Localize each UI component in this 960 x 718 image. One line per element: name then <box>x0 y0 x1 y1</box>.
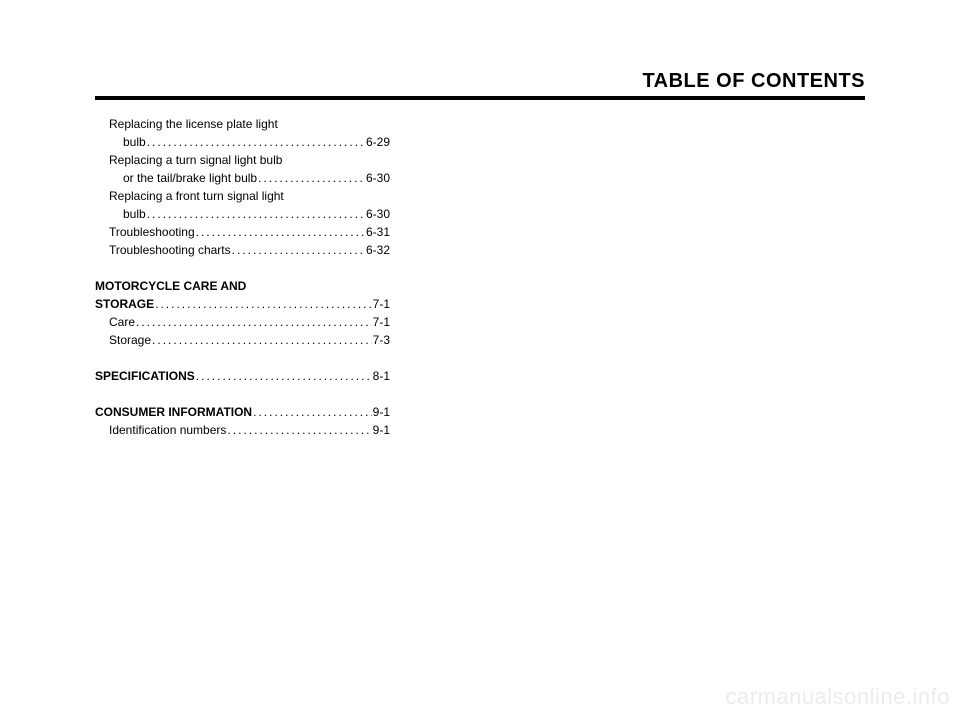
section-gap <box>95 259 390 277</box>
toc-label: Troubleshooting charts <box>109 241 231 259</box>
toc-page: 6-30 <box>366 169 390 187</box>
toc-entry: STORAGE 7-1 <box>95 295 390 313</box>
page-container: TABLE OF CONTENTS Replacing the license … <box>0 0 960 439</box>
toc-label: CONSUMER INFORMATION <box>95 403 252 421</box>
toc-leader-dots <box>152 331 372 349</box>
toc-leader-dots <box>196 223 365 241</box>
toc-entry: Storage 7-3 <box>95 331 390 349</box>
toc-label: Care <box>109 313 135 331</box>
toc-label: SPECIFICATIONS <box>95 367 195 385</box>
toc-entry: MOTORCYCLE CARE AND <box>95 277 390 295</box>
toc-leader-dots <box>155 295 372 313</box>
toc-label: Identification numbers <box>109 421 226 439</box>
toc-page: 6-29 <box>366 133 390 151</box>
toc-page: 9-1 <box>373 403 390 421</box>
toc-leader-dots <box>227 421 371 439</box>
page-title: TABLE OF CONTENTS <box>95 70 865 93</box>
toc-page: 8-1 <box>373 367 390 385</box>
toc-page: 7-3 <box>373 331 390 349</box>
toc-entry: Replacing the license plate light <box>95 115 390 133</box>
toc-page: 7-1 <box>373 295 390 313</box>
toc-entry: CONSUMER INFORMATION 9-1 <box>95 403 390 421</box>
toc-leader-dots <box>147 205 365 223</box>
toc-entry: Troubleshooting charts 6-32 <box>95 241 390 259</box>
toc-leader-dots <box>253 403 372 421</box>
toc-entry: Care 7-1 <box>95 313 390 331</box>
section-gap <box>95 349 390 367</box>
toc-label: bulb <box>123 205 146 223</box>
toc-entry: bulb 6-30 <box>95 205 390 223</box>
toc-label: or the tail/brake light bulb <box>123 169 257 187</box>
toc-label: Storage <box>109 331 151 349</box>
toc-column: Replacing the license plate light bulb 6… <box>95 115 390 439</box>
toc-entry: SPECIFICATIONS 8-1 <box>95 367 390 385</box>
toc-label: Replacing the license plate light <box>109 115 278 133</box>
toc-label: bulb <box>123 133 146 151</box>
toc-leader-dots <box>196 367 372 385</box>
toc-page: 6-30 <box>366 205 390 223</box>
toc-label: MOTORCYCLE CARE AND <box>95 277 246 295</box>
toc-page: 7-1 <box>373 313 390 331</box>
toc-label: Replacing a turn signal light bulb <box>109 151 282 169</box>
toc-label: Troubleshooting <box>109 223 195 241</box>
toc-entry: Troubleshooting 6-31 <box>95 223 390 241</box>
toc-entry: Replacing a front turn signal light <box>95 187 390 205</box>
toc-entry: or the tail/brake light bulb 6-30 <box>95 169 390 187</box>
toc-entry: Identification numbers 9-1 <box>95 421 390 439</box>
section-gap <box>95 385 390 403</box>
toc-page: 9-1 <box>373 421 390 439</box>
toc-leader-dots <box>232 241 365 259</box>
toc-page: 6-32 <box>366 241 390 259</box>
watermark: carmanualsonline.info <box>725 684 950 710</box>
toc-label: STORAGE <box>95 295 154 313</box>
toc-label: Replacing a front turn signal light <box>109 187 284 205</box>
toc-leader-dots <box>136 313 372 331</box>
toc-leader-dots <box>147 133 365 151</box>
toc-page: 6-31 <box>366 223 390 241</box>
toc-entry: Replacing a turn signal light bulb <box>95 151 390 169</box>
page-header: TABLE OF CONTENTS <box>95 70 865 100</box>
toc-entry: bulb 6-29 <box>95 133 390 151</box>
toc-leader-dots <box>258 169 365 187</box>
